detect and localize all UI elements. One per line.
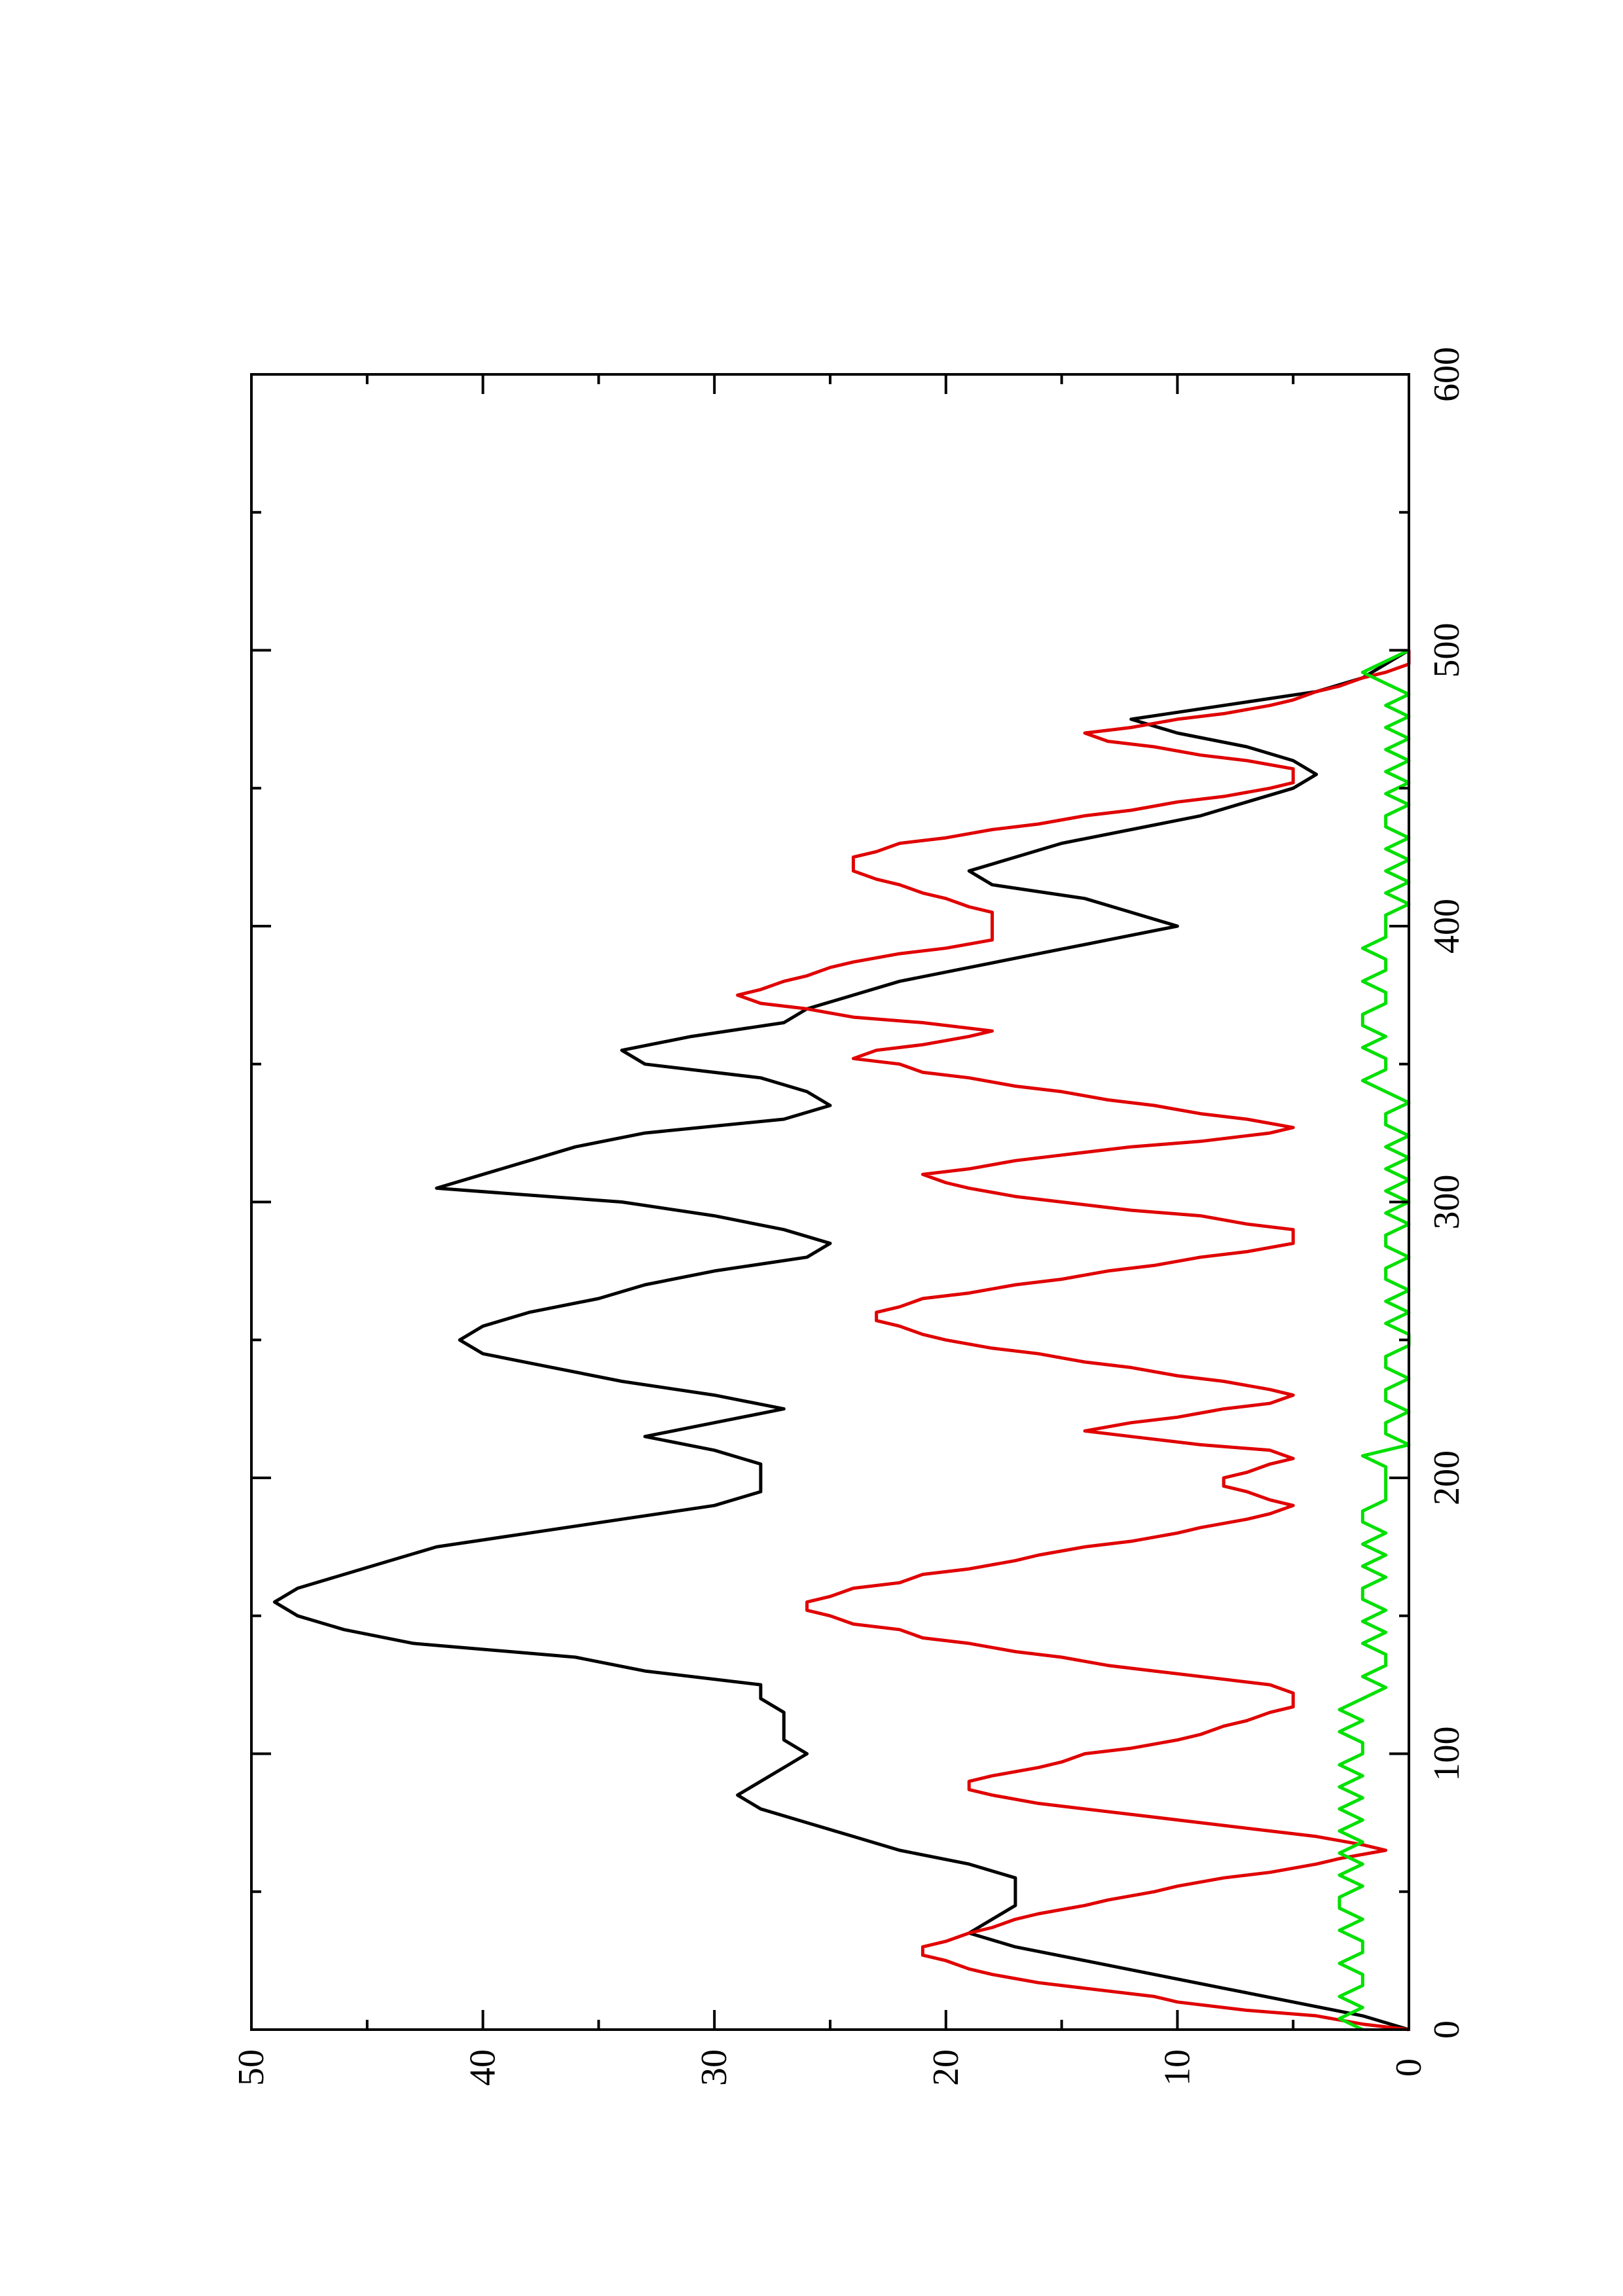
y-tick-label: 50 bbox=[231, 2049, 272, 2086]
x-tick-label: 500 bbox=[1427, 623, 1467, 678]
y-tick-label: 0 bbox=[1389, 2058, 1429, 2077]
y-tick-label: 30 bbox=[694, 2049, 735, 2086]
x-tick-label: 300 bbox=[1427, 1175, 1467, 1230]
x-tick-label: 400 bbox=[1427, 899, 1467, 954]
y-tick-label: 20 bbox=[926, 2049, 966, 2086]
y-tick-label: 10 bbox=[1157, 2049, 1197, 2086]
tick-label-layer: 0 100 200 300 400 500 600 0 10 20 30 40 50 bbox=[231, 347, 1467, 2086]
series-line-1 bbox=[272, 649, 1410, 2032]
y-tick-label: 40 bbox=[463, 2049, 503, 2086]
tick-layer bbox=[250, 373, 1410, 2031]
x-tick-label: 0 bbox=[1427, 2020, 1467, 2039]
x-tick-label: 600 bbox=[1427, 347, 1467, 402]
series-line-2 bbox=[736, 650, 1411, 2032]
x-tick-label: 200 bbox=[1427, 1450, 1467, 1505]
x-tick-label: 100 bbox=[1427, 1727, 1467, 1782]
